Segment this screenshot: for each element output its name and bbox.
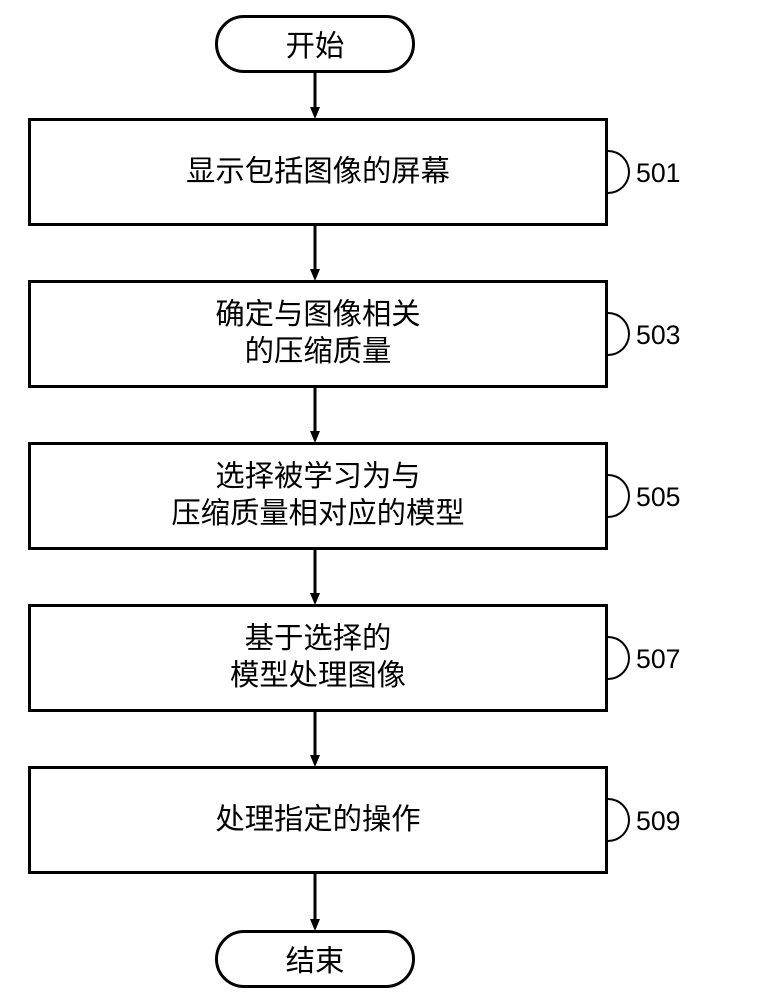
arrows-layer xyxy=(0,0,779,1000)
flowchart-canvas: 开始 结束 显示包括图像的屏幕501确定与图像相关 的压缩质量503选择被学习为… xyxy=(0,0,779,1000)
